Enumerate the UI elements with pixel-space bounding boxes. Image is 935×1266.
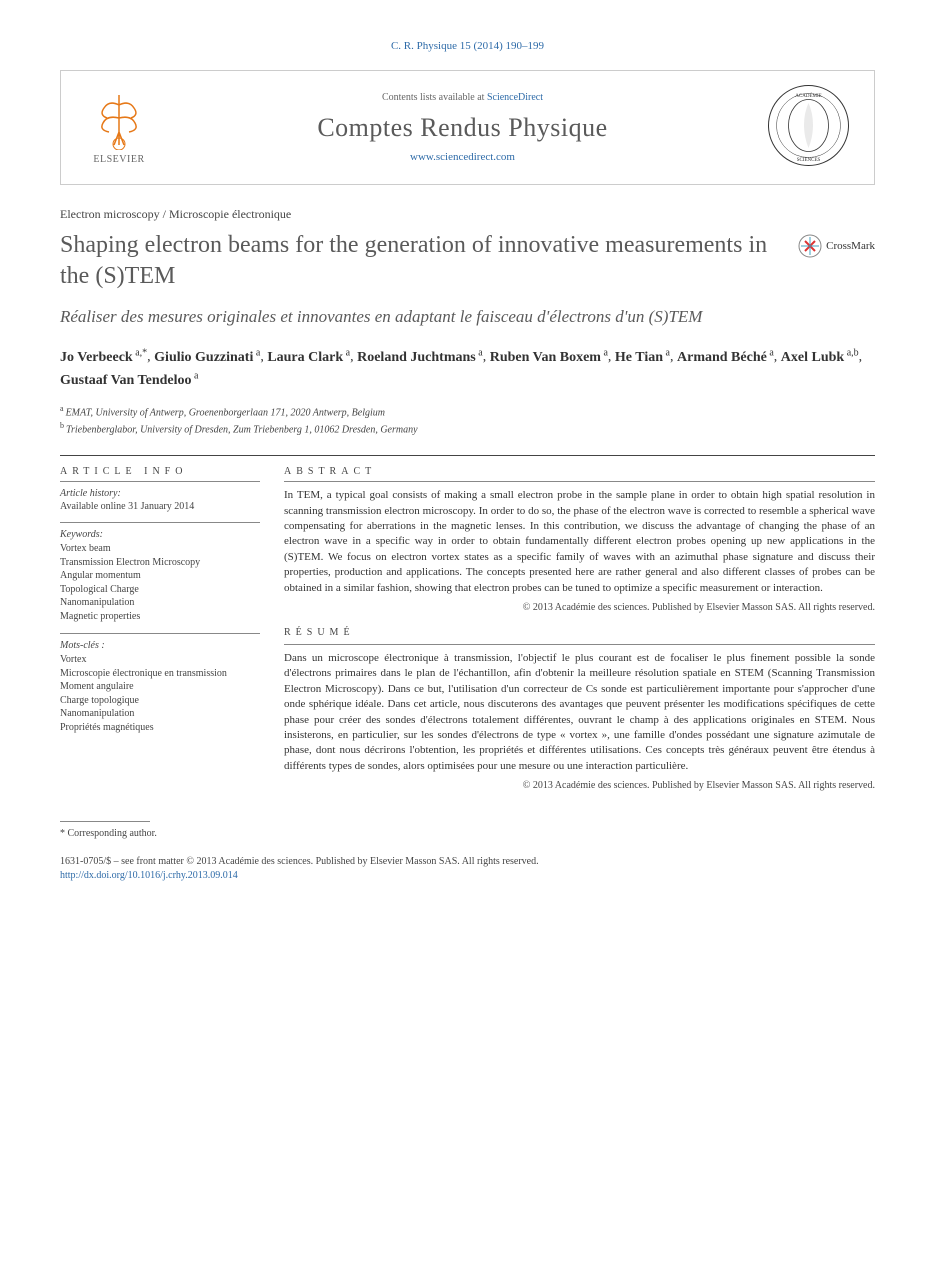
publisher-name: ELSEVIER [93, 154, 144, 165]
citation-line: C. R. Physique 15 (2014) 190–199 [60, 40, 875, 52]
doi-link[interactable]: http://dx.doi.org/10.1016/j.crhy.2013.09… [60, 869, 875, 883]
abstract-text: In TEM, a typical goal consists of makin… [284, 488, 875, 596]
motcle-item: Nanomanipulation [60, 707, 260, 721]
author: He Tian a [615, 350, 670, 365]
article-title-english: Shaping electron beams for the generatio… [60, 230, 780, 292]
article-title-french: Réaliser des mesures originales et innov… [60, 306, 780, 329]
author: Laura Clark a [267, 350, 350, 365]
author: Roeland Juchtmans a [357, 350, 483, 365]
academy-seal: ACADÉMIE SCIENCES [766, 83, 856, 172]
section-label: Electron microscopy / Microscopie électr… [60, 207, 875, 222]
affiliation: a EMAT, University of Antwerp, Groenenbo… [60, 403, 875, 420]
motscles-heading: Mots-clés : [60, 640, 260, 651]
crossmark-badge[interactable]: CrossMark [798, 234, 875, 258]
keywords-heading: Keywords: [60, 529, 260, 540]
author: Ruben Van Boxem a [490, 350, 608, 365]
keywords-block: Keywords: Vortex beamTransmission Electr… [60, 522, 260, 623]
footnote-divider [60, 821, 150, 822]
keyword-item: Magnetic properties [60, 610, 260, 624]
publisher-logo: ELSEVIER [79, 90, 159, 165]
journal-header: ELSEVIER Contents lists available at Sci… [60, 70, 875, 185]
contents-available-line: Contents lists available at ScienceDirec… [159, 92, 766, 103]
history-text: Available online 31 January 2014 [60, 501, 260, 512]
abstract-copyright: © 2013 Académie des sciences. Published … [284, 602, 875, 613]
affiliations-list: a EMAT, University of Antwerp, Groenenbo… [60, 403, 875, 438]
abstract-divider [284, 481, 875, 482]
resume-text: Dans un microscope électronique à transm… [284, 651, 875, 774]
history-heading: Article history: [60, 488, 260, 499]
crossmark-icon [798, 234, 822, 258]
journal-name: Comptes Rendus Physique [159, 113, 766, 143]
author: Jo Verbeeck a,* [60, 350, 147, 365]
svg-text:SCIENCES: SCIENCES [797, 158, 821, 163]
author: Armand Béché a [677, 350, 774, 365]
motcle-item: Charge topologique [60, 694, 260, 708]
keyword-item: Transmission Electron Microscopy [60, 556, 260, 570]
resume-copyright: © 2013 Académie des sciences. Published … [284, 780, 875, 791]
elsevier-tree-icon [89, 90, 149, 150]
motcle-item: Microscopie électronique en transmission [60, 667, 260, 681]
keyword-item: Vortex beam [60, 542, 260, 556]
sciencedirect-link[interactable]: ScienceDirect [487, 92, 543, 103]
issn-line: 1631-0705/$ – see front matter © 2013 Ac… [60, 855, 875, 869]
crossmark-label: CrossMark [826, 240, 875, 252]
svg-text:ACADÉMIE: ACADÉMIE [795, 93, 821, 99]
authors-list: Jo Verbeeck a,*, Giulio Guzzinati a, Lau… [60, 345, 875, 390]
journal-url[interactable]: www.sciencedirect.com [159, 151, 766, 163]
keyword-item: Nanomanipulation [60, 596, 260, 610]
author: Giulio Guzzinati a [154, 350, 260, 365]
motcle-item: Vortex [60, 653, 260, 667]
affiliation: b Triebenberglabor, University of Dresde… [60, 420, 875, 437]
motscles-block: Mots-clés : VortexMicroscopie électroniq… [60, 633, 260, 734]
motcle-item: Propriétés magnétiques [60, 721, 260, 735]
section-divider [60, 455, 875, 456]
keyword-item: Topological Charge [60, 583, 260, 597]
motcle-item: Moment angulaire [60, 680, 260, 694]
author: Gustaaf Van Tendeloo a [60, 373, 198, 388]
corresponding-author-note: * Corresponding author. [60, 828, 875, 839]
keyword-item: Angular momentum [60, 569, 260, 583]
resume-divider [284, 644, 875, 645]
abstract-heading: ABSTRACT [284, 466, 875, 477]
author: Axel Lubk a,b [781, 350, 859, 365]
resume-heading: RÉSUMÉ [284, 627, 875, 638]
article-history-block: Article history: Available online 31 Jan… [60, 481, 260, 512]
article-info-heading: ARTICLE INFO [60, 466, 260, 477]
